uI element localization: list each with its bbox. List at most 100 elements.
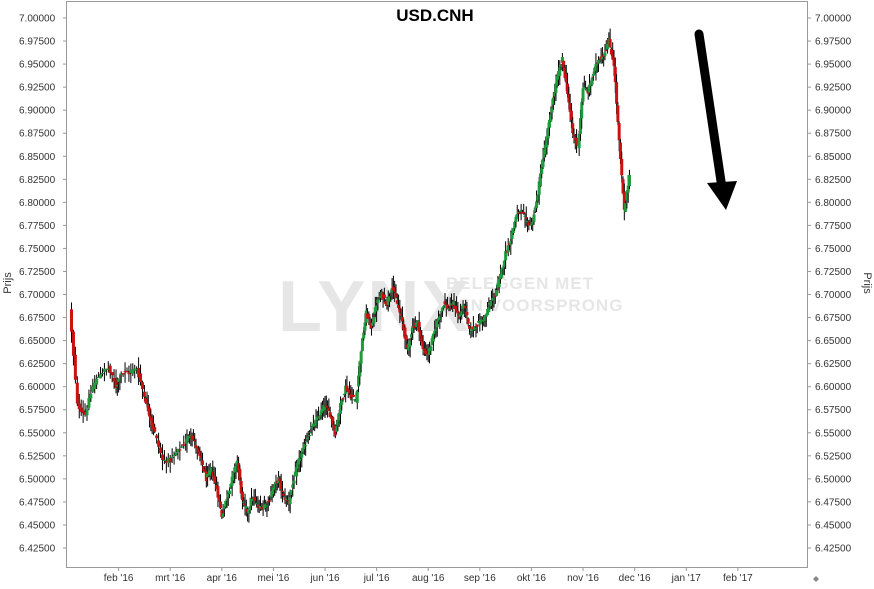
candle-body-up <box>342 393 346 395</box>
y-tick-label-right: 6.67500 <box>815 313 852 324</box>
y-tick-label-left: 6.95000 <box>19 60 56 71</box>
candle <box>256 496 260 513</box>
candle <box>394 284 398 299</box>
candle-body-up <box>304 445 308 447</box>
candle <box>95 374 99 390</box>
candle-body-down <box>168 458 172 463</box>
candle <box>123 362 127 383</box>
candle-body-up <box>115 384 119 387</box>
candle-body-up <box>460 311 464 316</box>
candle <box>442 305 446 310</box>
candle <box>431 333 435 351</box>
plot-area-border <box>66 1 808 568</box>
candle <box>308 430 312 441</box>
candle-body-down <box>73 354 77 380</box>
candle <box>97 372 101 378</box>
candle-body-up <box>509 240 513 246</box>
candle <box>475 324 479 334</box>
x-tick-label: sep '16 <box>464 573 496 584</box>
candle-body-up <box>129 370 133 373</box>
candle-body-down <box>522 211 526 214</box>
y-tick-label-left: 6.47500 <box>19 497 56 508</box>
x-tick-label: feb '16 <box>104 573 134 584</box>
candle <box>611 42 615 61</box>
candle <box>398 299 402 323</box>
candle-body-up <box>377 299 381 301</box>
candle-body-up <box>308 435 312 437</box>
candle-body-down <box>157 440 161 447</box>
candle <box>114 369 118 394</box>
candle <box>265 501 269 518</box>
candle-body-down <box>621 179 625 194</box>
candle-body-down <box>348 389 352 394</box>
y-tick-label-left: 6.97500 <box>19 37 56 48</box>
candle-body-down <box>151 423 155 430</box>
y-tick-label-right: 6.72500 <box>815 267 852 278</box>
x-tick-label: nov '16 <box>567 573 599 584</box>
candle-body-up <box>292 480 296 484</box>
candle-body-up <box>231 472 235 481</box>
y-tick-label-right: 6.57500 <box>815 405 852 416</box>
candle-body-up <box>85 409 89 416</box>
candle-body-up <box>221 513 225 517</box>
candle-body-up <box>376 299 380 303</box>
candle-body-up <box>501 267 505 269</box>
candle <box>174 446 178 457</box>
x-tick-label: jan '17 <box>671 573 702 584</box>
candle-body-down <box>278 478 282 482</box>
candle-body-down <box>393 287 397 292</box>
candle-body-up <box>340 400 344 405</box>
candle <box>240 487 244 510</box>
candle <box>226 491 230 506</box>
y-axis-right: 7.00000 6.97500 6.95000 6.92500 6.90000 6.875… <box>807 14 852 555</box>
candle-body-up <box>360 338 364 352</box>
candle-body-down <box>178 449 182 451</box>
candle-body-up <box>587 84 591 93</box>
candle <box>480 316 484 331</box>
y-tick-label-left: 6.65000 <box>19 336 56 347</box>
candle <box>166 453 170 468</box>
candle-body-down <box>79 407 83 412</box>
candle <box>425 344 429 361</box>
candle-body-up <box>606 44 610 50</box>
candle-body-down <box>280 490 284 492</box>
candle-body-down <box>114 380 118 388</box>
candle-body-up <box>478 323 482 325</box>
candle-body-up <box>502 260 506 268</box>
y-tick-label-left: 6.50000 <box>19 474 56 485</box>
y-axis-left: 7.00000 6.97500 6.95000 6.92500 6.90000 6.875… <box>19 14 67 555</box>
candle <box>577 130 581 156</box>
candle-body-down <box>562 60 566 68</box>
candle-body-up <box>314 419 318 426</box>
candle <box>318 414 322 421</box>
candle <box>395 293 399 305</box>
candle-body-up <box>624 203 628 212</box>
candle-body-down <box>191 435 195 440</box>
candle-body-up <box>597 59 601 64</box>
candle-body-down <box>327 408 331 412</box>
candle-body-up <box>180 446 184 448</box>
candle <box>282 491 286 498</box>
y-tick-label-right: 7.00000 <box>815 14 852 25</box>
y-tick-label-right: 6.50000 <box>815 474 852 485</box>
candle-body-down <box>203 469 207 473</box>
candle <box>280 480 284 503</box>
scroll-arrow-icon[interactable] <box>813 576 819 582</box>
candle-body-down <box>620 158 624 176</box>
candle-body-down <box>563 67 567 78</box>
candle-body-up <box>428 348 432 355</box>
candle-body-up <box>353 399 357 401</box>
candle <box>151 415 155 436</box>
candle-body-up <box>100 372 104 375</box>
candle <box>131 363 135 377</box>
candle-body-down <box>153 427 157 432</box>
candle-body-down <box>394 292 398 298</box>
candle-body-up <box>409 334 413 338</box>
candle-body-down <box>611 49 615 60</box>
candle <box>455 296 459 313</box>
y-tick-label-left: 6.55000 <box>19 428 56 439</box>
candle-body-up <box>372 317 376 324</box>
candle <box>279 473 283 499</box>
y-tick-label-left: 6.75000 <box>19 244 56 255</box>
candle <box>159 442 163 458</box>
